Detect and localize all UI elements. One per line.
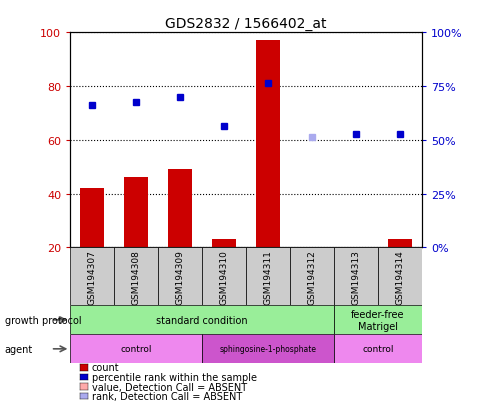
Bar: [70, 306, 333, 335]
Text: value, Detection Call = ABSENT: value, Detection Call = ABSENT: [91, 382, 246, 392]
Bar: [387, 240, 411, 301]
Text: GSM194310: GSM194310: [219, 249, 228, 304]
Text: GSM194313: GSM194313: [351, 249, 360, 304]
Bar: [256, 41, 280, 301]
Bar: [289, 248, 333, 306]
Bar: [343, 248, 367, 301]
Bar: [70, 335, 202, 363]
Bar: [70, 248, 114, 306]
Text: growth protocol: growth protocol: [5, 315, 81, 325]
Bar: [168, 170, 192, 301]
Bar: [300, 299, 323, 301]
Text: GSM194308: GSM194308: [132, 249, 140, 304]
Bar: [333, 335, 421, 363]
Bar: [124, 178, 148, 301]
Bar: [333, 248, 377, 306]
Text: agent: agent: [5, 344, 33, 354]
Bar: [158, 248, 202, 306]
Bar: [202, 248, 245, 306]
Bar: [202, 335, 333, 363]
Text: GSM194312: GSM194312: [307, 249, 316, 304]
Text: control: control: [120, 344, 151, 354]
Text: standard condition: standard condition: [156, 315, 247, 325]
Text: count: count: [91, 363, 119, 373]
Text: feeder-free
Matrigel: feeder-free Matrigel: [350, 309, 404, 331]
Text: sphingosine-1-phosphate: sphingosine-1-phosphate: [219, 344, 316, 354]
Text: GSM194311: GSM194311: [263, 249, 272, 304]
Text: rank, Detection Call = ABSENT: rank, Detection Call = ABSENT: [91, 391, 242, 401]
Text: GSM194307: GSM194307: [88, 249, 97, 304]
Bar: [245, 248, 289, 306]
Bar: [80, 189, 104, 301]
Text: percentile rank within the sample: percentile rank within the sample: [91, 372, 256, 382]
Bar: [212, 240, 236, 301]
Bar: [333, 306, 421, 335]
Bar: [114, 248, 158, 306]
Bar: [377, 248, 421, 306]
Text: GSM194314: GSM194314: [394, 249, 404, 304]
Title: GDS2832 / 1566402_at: GDS2832 / 1566402_at: [165, 17, 326, 31]
Text: GSM194309: GSM194309: [175, 249, 184, 304]
Text: control: control: [362, 344, 393, 354]
